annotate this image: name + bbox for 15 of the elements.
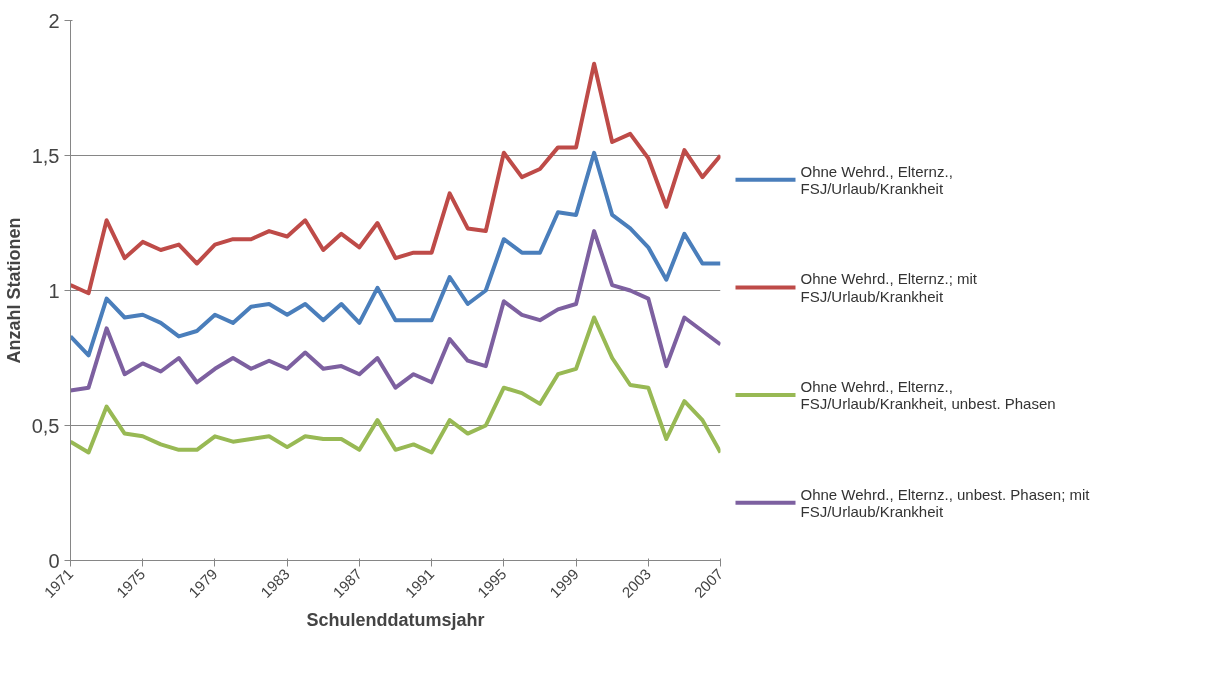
legend-label: Ohne Wehrd., Elternz., FSJ/Urlaub/Krankheit, unbest. Phasen xyxy=(800,378,1056,413)
legend-label: Ohne Wehrd., Elternz., FSJ/Urlaub/Krankheit xyxy=(800,162,953,197)
line-series xyxy=(70,150,721,358)
x-axis-title: Schulenddatumsjahr xyxy=(306,610,485,631)
y-tick-label: 0 xyxy=(48,549,60,572)
y-tick-label: 2 xyxy=(48,9,60,32)
line-series xyxy=(70,229,721,393)
y-tick-label: 1 xyxy=(48,279,60,302)
line-series xyxy=(70,61,721,296)
line-series xyxy=(70,315,721,455)
legend-label: Ohne Wehrd., Elternz.; mit FSJ/Urlaub/Krankheit xyxy=(800,270,978,305)
legend-label: Ohne Wehrd., Elternz., unbest. Phasen; mit FSJ/Urlaub/Krankheit xyxy=(800,485,1091,520)
y-axis-title: Anzahl Stationen xyxy=(3,217,24,364)
y-tick-label: 1,5 xyxy=(31,144,60,167)
y-tick-label: 0,5 xyxy=(31,414,60,437)
